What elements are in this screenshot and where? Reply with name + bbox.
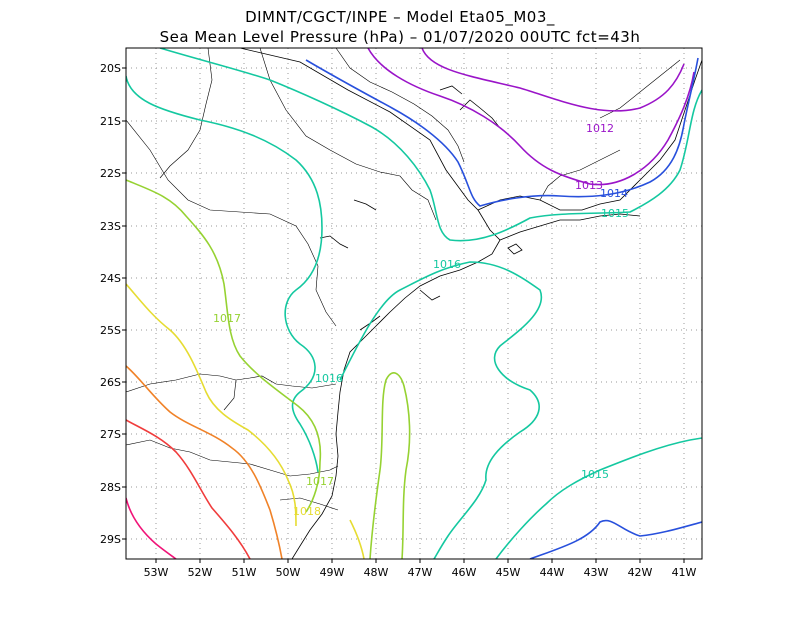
lat-label: 21S	[100, 115, 121, 128]
contour-labels: 1012 1013 1014 1015 1016 1017 1016 1017 …	[213, 122, 629, 518]
isobar-1015-west	[126, 75, 323, 473]
isobar-1016	[339, 261, 543, 559]
lat-label: 29S	[100, 533, 121, 546]
isobar-1021	[126, 497, 177, 559]
lat-label: 22S	[100, 167, 121, 180]
isobar-1014	[305, 57, 699, 207]
contour-label: 1015	[601, 207, 629, 220]
contour-label: 1018	[293, 505, 321, 518]
contour-label: 1017	[306, 475, 334, 488]
lon-label: 45W	[496, 566, 521, 579]
isobar-1014-south	[529, 519, 702, 559]
lon-label: 48W	[364, 566, 389, 579]
lon-label: 51W	[232, 566, 257, 579]
lon-label: 53W	[144, 566, 169, 579]
contour-label: 1015	[581, 468, 609, 481]
map-title-line1: DIMNT/CGCT/INPE – Model Eta05_M03_	[245, 8, 555, 26]
contour-label: 1016	[315, 372, 343, 385]
lon-label: 42W	[628, 566, 653, 579]
lon-label: 52W	[188, 566, 213, 579]
map-title-line2: Sea Mean Level Pressure (hPa) – 01/07/20…	[159, 28, 641, 46]
lon-label: 49W	[320, 566, 345, 579]
isobar-1018	[126, 283, 297, 527]
isobar-1013	[367, 48, 695, 186]
lon-label: 47W	[408, 566, 433, 579]
contour-label: 1013	[575, 179, 603, 192]
isobar-1020	[126, 419, 251, 559]
isobar-1012	[421, 48, 685, 112]
grid-lines	[126, 48, 702, 559]
lon-label: 50W	[276, 566, 301, 579]
isobar-1019	[126, 365, 283, 559]
lat-label: 27S	[100, 428, 121, 441]
longitude-axis: 53W 52W 51W 50W 49W 48W 47W 46W 45W 44W …	[144, 559, 697, 579]
map-frame	[125, 47, 703, 560]
isobar-1017-east	[369, 372, 411, 559]
isobars	[126, 48, 702, 559]
lat-label: 25S	[100, 324, 121, 337]
lon-label: 44W	[540, 566, 565, 579]
lat-label: 20S	[100, 62, 121, 75]
isobar-1017-west	[126, 179, 322, 513]
lat-label: 24S	[100, 272, 121, 285]
lat-label: 28S	[100, 481, 121, 494]
lat-label: 26S	[100, 376, 121, 389]
state-borders	[126, 48, 681, 511]
latitude-axis: 20S 21S 22S 23S 24S 25S 26S 27S 28S 29S	[100, 62, 126, 546]
lon-label: 43W	[584, 566, 609, 579]
isobar-1015-north	[159, 48, 702, 242]
lon-label: 41W	[672, 566, 697, 579]
contour-label: 1012	[586, 122, 614, 135]
contour-label: 1014	[600, 187, 628, 200]
contour-label: 1016	[433, 258, 461, 271]
isobar-1018-b	[349, 519, 365, 559]
isobar-1015-south	[495, 437, 702, 559]
lat-label: 23S	[100, 220, 121, 233]
contour-label: 1017	[213, 312, 241, 325]
lon-label: 46W	[452, 566, 477, 579]
